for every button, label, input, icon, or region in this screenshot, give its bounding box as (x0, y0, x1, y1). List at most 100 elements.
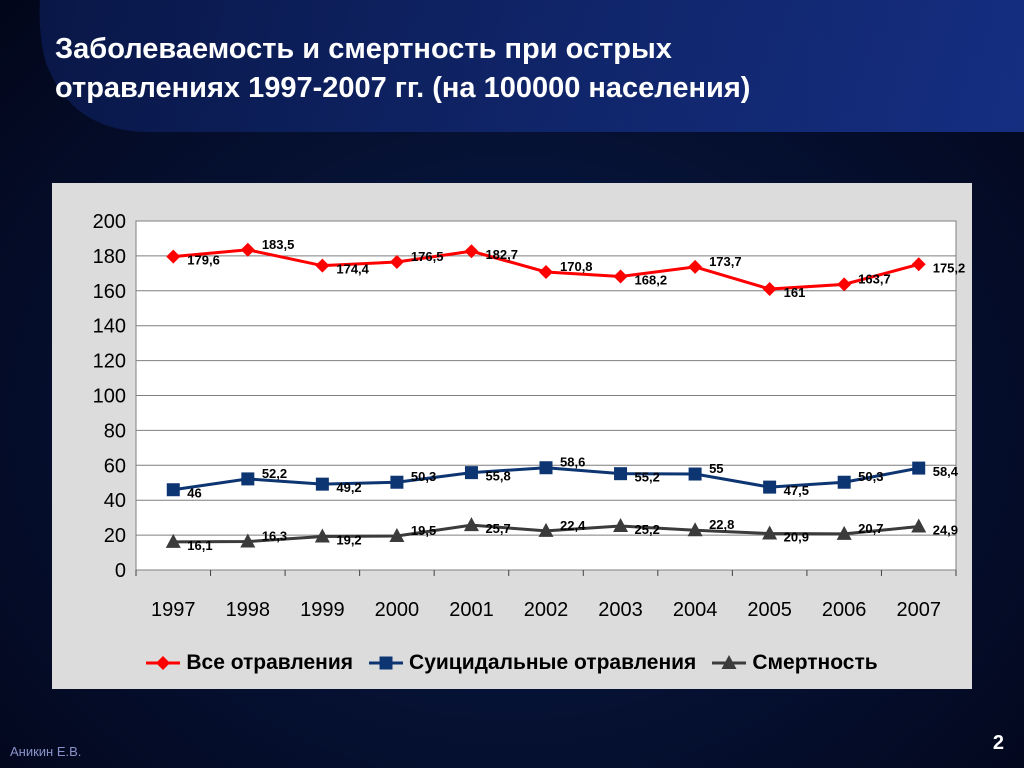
data-point-s3-1997 (165, 533, 181, 548)
legend-swatch-marker (721, 655, 737, 669)
data-point-s1-2000 (389, 255, 404, 270)
data-point-s2-2006 (837, 475, 851, 489)
legend-swatch-diamond (146, 656, 181, 670)
x-tick-label-2006: 2006 (822, 599, 867, 621)
data-label-s2-2004: 55 (709, 461, 723, 476)
data-label-s3-2004: 22,8 (709, 517, 734, 532)
data-point-s3-2001 (463, 517, 479, 532)
data-label-s2-1999: 49,2 (336, 480, 361, 495)
data-label-s3-2006: 20,7 (858, 521, 883, 536)
y-tick-label-200: 200 (93, 211, 126, 233)
data-point-s3-1998 (240, 533, 256, 548)
data-point-s1-1998 (240, 242, 255, 257)
data-labels: 179,6 183,5 174,4 176,5 182,7 170,8 168,2 173,7… (187, 237, 965, 553)
data-label-s2-1997: 46 (187, 486, 201, 501)
data-label-s2-2006: 50,3 (858, 469, 883, 484)
data-point-s1-2006 (837, 277, 852, 292)
data-label-s3-2003: 25,2 (635, 522, 660, 537)
x-tick-label-2007: 2007 (896, 599, 941, 621)
data-point-s3-2002 (538, 522, 554, 537)
y-tick-label-160: 160 (93, 281, 126, 303)
data-point-s1-2003 (613, 269, 628, 284)
slide-title-line-1: Заболеваемость и смертность при острых (55, 33, 672, 65)
y-tick-label-140: 140 (93, 316, 126, 338)
y-tick-label-80: 80 (104, 420, 126, 442)
data-point-s1-2007 (911, 257, 926, 272)
x-tick-label-1998: 1998 (226, 599, 271, 621)
x-tick-label-2002: 2002 (524, 599, 569, 621)
legend-swatch-square (369, 656, 404, 670)
y-tick-label-120: 120 (93, 351, 126, 373)
chart-container: 0 20 40 60 80 100 120 140 160 180 200 1997 1998 1999 2… (52, 183, 972, 689)
data-label-s3-2005: 20,9 (784, 530, 809, 545)
data-label-s2-2001: 55,8 (485, 469, 510, 484)
data-label-s1-2007: 175,2 (933, 260, 966, 275)
author-name: Аникин Е.В. (10, 744, 82, 759)
data-label-s1-2001: 182,7 (485, 247, 518, 262)
data-point-s2-2005 (763, 480, 777, 494)
legend-label: Смертность (752, 651, 878, 674)
line-chart: 0 20 40 60 80 100 120 140 160 180 200 1997 1998 1999 2… (93, 211, 966, 621)
legend-label: Все отравления (186, 651, 354, 674)
legend-swatch-triangle (712, 655, 747, 669)
legend-item-3: Смертность (712, 651, 878, 675)
data-point-s2-2003 (614, 467, 628, 481)
x-tick-label-2003: 2003 (598, 599, 643, 621)
data-label-s1-2003: 168,2 (635, 272, 668, 287)
slide-title: Заболеваемость и смертность при острых о… (55, 30, 955, 108)
y-tick-label-60: 60 (104, 455, 126, 477)
legend-label: Суицидальные отравления (409, 651, 697, 674)
data-point-s1-2002 (539, 264, 553, 279)
data-label-s2-2003: 55,2 (635, 470, 660, 485)
x-tick-label-1999: 1999 (300, 599, 345, 621)
legend-item-2: Суицидальные отравления (369, 651, 696, 675)
data-label-s3-2001: 25,7 (485, 521, 510, 536)
legend-item-1: Все отравления (146, 651, 353, 675)
data-point-s2-1999 (315, 477, 329, 491)
data-label-s2-1998: 52,2 (262, 466, 287, 481)
data-point-s2-2004 (688, 467, 702, 481)
legend-swatch-marker (379, 656, 393, 670)
data-point-s2-2001 (464, 466, 478, 480)
data-point-s1-2001 (464, 244, 479, 259)
y-tick-label-40: 40 (104, 490, 126, 512)
y-tick-label-180: 180 (93, 246, 126, 268)
series-lines (165, 242, 927, 548)
data-label-s1-1997: 179,6 (187, 253, 220, 268)
data-label-s3-2002: 22,4 (560, 518, 586, 533)
data-point-s3-2005 (762, 525, 778, 540)
data-point-s3-2007 (911, 518, 927, 533)
grid-lines (135, 220, 957, 571)
data-label-s1-2006: 163,7 (858, 271, 891, 286)
x-tick-label-2005: 2005 (747, 599, 792, 621)
data-point-s1-1999 (315, 258, 330, 273)
data-label-s1-1998: 183,5 (262, 237, 295, 252)
y-tick-label-100: 100 (93, 386, 126, 408)
slide-title-line-2: отравлениях 1997-2007 гг. (на 100000 нас… (55, 72, 751, 104)
x-tick-label-1997: 1997 (151, 599, 196, 621)
data-label-s3-1999: 19,2 (336, 532, 361, 547)
data-label-s2-2000: 50,3 (411, 469, 436, 484)
axes: 0 20 40 60 80 100 120 140 160 180 200 1997 1998 1999 2… (93, 211, 957, 621)
data-point-s2-1998 (241, 472, 255, 486)
data-point-s1-2004 (688, 259, 703, 274)
legend-swatch-marker (156, 656, 171, 670)
data-label-s3-2007: 24,9 (933, 523, 958, 538)
header-background-shape (39, 0, 1024, 132)
chart-legend: Все отравления Суицидальные отравления Сме… (52, 651, 972, 678)
data-point-s2-2007 (912, 461, 926, 475)
data-point-s3-2006 (836, 525, 852, 540)
data-label-s1-1999: 174,4 (336, 262, 369, 277)
y-tick-label-20: 20 (104, 525, 126, 547)
data-label-s2-2002: 58,6 (560, 455, 585, 470)
data-label-s2-2007: 58,4 (933, 464, 959, 479)
data-point-s3-2004 (687, 522, 703, 537)
y-tick-label-0: 0 (115, 560, 126, 582)
data-point-s2-2002 (539, 461, 553, 475)
data-point-s3-2000 (389, 527, 405, 542)
data-point-s3-1999 (314, 528, 330, 543)
data-label-s1-2002: 170,8 (560, 259, 593, 274)
page-number: 2 (992, 732, 1004, 754)
data-point-s2-2000 (390, 475, 404, 489)
data-point-s2-1997 (166, 483, 180, 497)
